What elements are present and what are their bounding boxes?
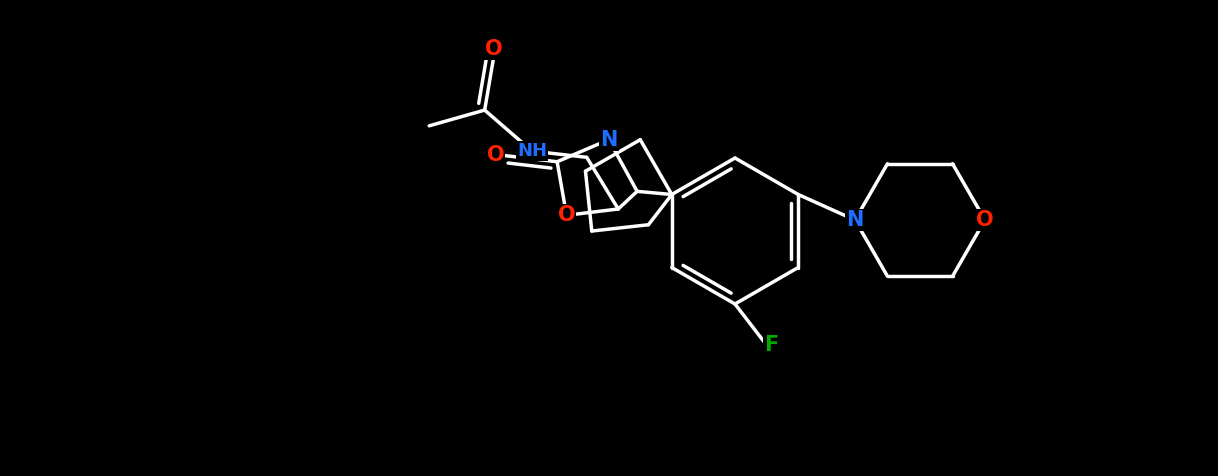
Text: O: O	[487, 146, 504, 166]
Text: O: O	[558, 205, 575, 225]
Text: NH: NH	[516, 142, 547, 160]
Text: F: F	[765, 335, 778, 355]
Text: N: N	[847, 210, 864, 230]
Text: O: O	[485, 39, 503, 59]
Text: O: O	[976, 210, 994, 230]
Text: N: N	[600, 129, 618, 149]
